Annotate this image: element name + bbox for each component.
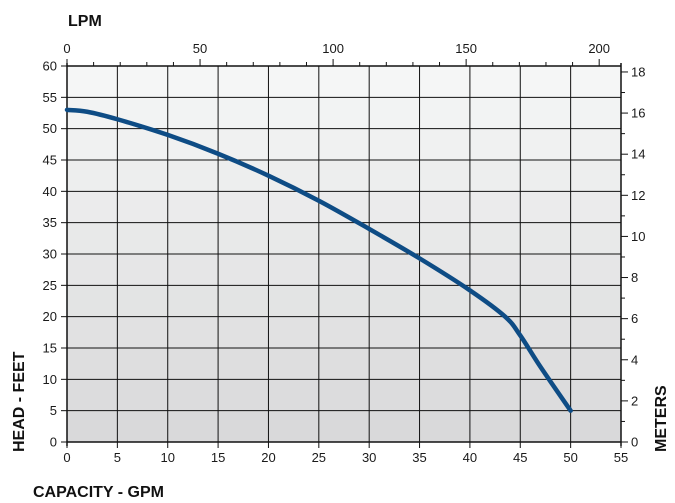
top-tick-label-100: 100 bbox=[322, 41, 344, 56]
x-tick-label-30: 30 bbox=[362, 450, 376, 465]
band-25 bbox=[67, 254, 621, 286]
band-30 bbox=[67, 222, 621, 254]
right-tick-label-0: 0 bbox=[631, 435, 638, 450]
axes bbox=[61, 59, 628, 448]
y-tick-label-30: 30 bbox=[43, 247, 57, 262]
y-tick-label-60: 60 bbox=[43, 59, 57, 74]
y-tick-label-0: 0 bbox=[50, 435, 57, 450]
right-tick-label-18: 18 bbox=[631, 64, 645, 79]
right-tick-label-4: 4 bbox=[631, 352, 638, 367]
x-axis-title: CAPACITY - GPM bbox=[33, 484, 164, 501]
x-tick-label-25: 25 bbox=[312, 450, 326, 465]
top-tick-label-150: 150 bbox=[455, 41, 477, 56]
top-tick-label-50: 50 bbox=[193, 41, 207, 56]
right-tick-label-2: 2 bbox=[631, 393, 638, 408]
y-tick-label-45: 45 bbox=[43, 153, 57, 168]
right-tick-label-10: 10 bbox=[631, 229, 645, 244]
y-axis-title: HEAD - FEET bbox=[11, 351, 28, 452]
x-tick-label-15: 15 bbox=[211, 450, 225, 465]
right-axis-title: METERS bbox=[653, 385, 670, 452]
y-tick-label-35: 35 bbox=[43, 215, 57, 230]
band-15 bbox=[67, 316, 621, 348]
band-5 bbox=[67, 379, 621, 411]
x-tick-label-20: 20 bbox=[261, 450, 275, 465]
top-tick-label-200: 200 bbox=[588, 41, 610, 56]
y-tick-label-25: 25 bbox=[43, 278, 57, 293]
band-20 bbox=[67, 285, 621, 317]
right-tick-label-8: 8 bbox=[631, 270, 638, 285]
band-50 bbox=[67, 97, 621, 129]
band-10 bbox=[67, 348, 621, 380]
top-tick-label-0: 0 bbox=[63, 41, 70, 56]
x-tick-label-55: 55 bbox=[614, 450, 628, 465]
band-35 bbox=[67, 191, 621, 223]
y-tick-label-40: 40 bbox=[43, 184, 57, 199]
y-tick-label-20: 20 bbox=[43, 309, 57, 324]
background-bands bbox=[67, 66, 621, 442]
series-layer bbox=[64, 107, 573, 413]
x-tick-label-40: 40 bbox=[463, 450, 477, 465]
x-tick-label-45: 45 bbox=[513, 450, 527, 465]
x-tick-label-50: 50 bbox=[563, 450, 577, 465]
right-tick-label-14: 14 bbox=[631, 147, 645, 162]
y-tick-label-10: 10 bbox=[43, 372, 57, 387]
top-axis-title: LPM bbox=[68, 13, 102, 30]
y-tick-label-50: 50 bbox=[43, 121, 57, 136]
x-tick-label-35: 35 bbox=[412, 450, 426, 465]
band-55 bbox=[67, 66, 621, 98]
y-tick-label-5: 5 bbox=[50, 403, 57, 418]
performance-curve bbox=[64, 107, 573, 413]
x-tick-label-0: 0 bbox=[63, 450, 70, 465]
right-tick-label-12: 12 bbox=[631, 188, 645, 203]
right-tick-label-16: 16 bbox=[631, 106, 645, 121]
y-tick-label-15: 15 bbox=[43, 341, 57, 356]
band-40 bbox=[67, 160, 621, 192]
x-tick-label-5: 5 bbox=[114, 450, 121, 465]
band-45 bbox=[67, 128, 621, 160]
x-tick-label-10: 10 bbox=[160, 450, 174, 465]
band-0 bbox=[67, 410, 621, 442]
y-tick-label-55: 55 bbox=[43, 90, 57, 105]
right-tick-label-6: 6 bbox=[631, 311, 638, 326]
